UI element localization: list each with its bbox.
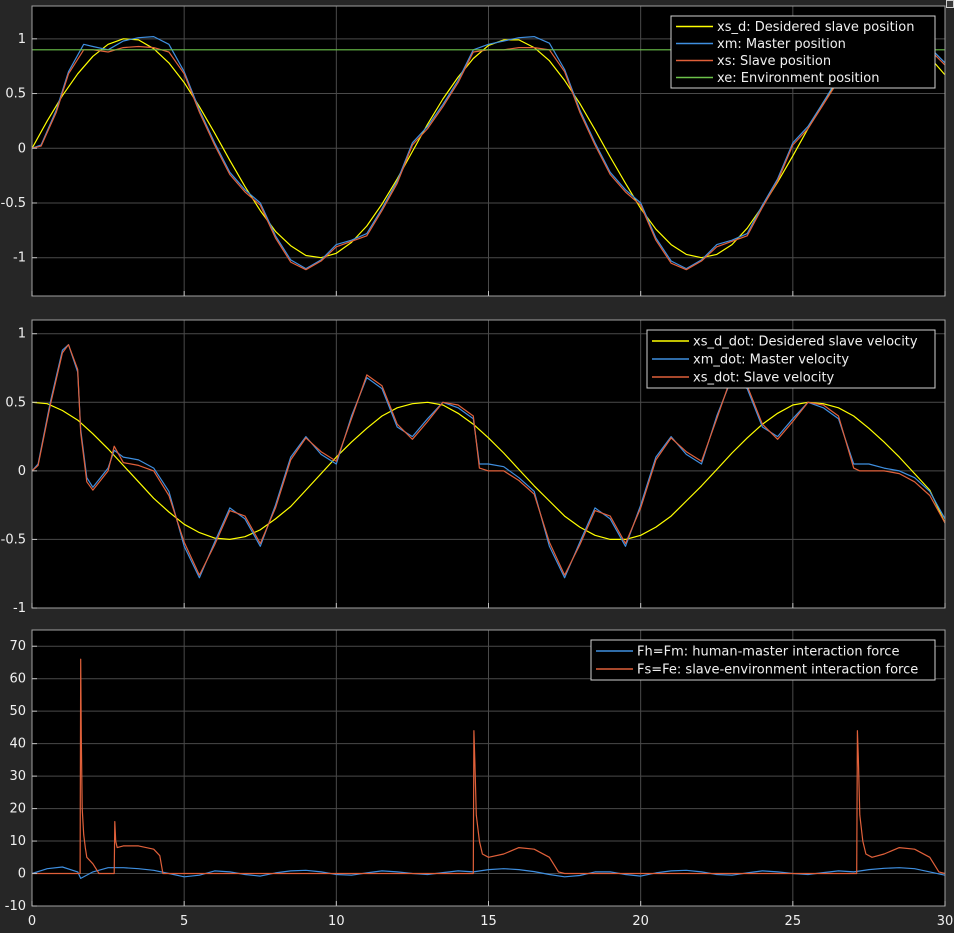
y-tick-label: -0.5: [1, 196, 26, 211]
y-tick-label: 0: [18, 141, 26, 156]
y-tick-label: 40: [9, 737, 26, 752]
figure-undock-icon[interactable]: [946, 0, 954, 8]
x-tick-label: 25: [785, 914, 802, 929]
x-tick-label: 0: [28, 914, 36, 929]
legend-entry-label: xs: Slave position: [717, 54, 831, 69]
legend-entry-label: xs_d_dot: Desidered slave velocity: [693, 335, 918, 350]
legend[interactable]: xs_d: Desidered slave position xm: Master…: [670, 15, 936, 89]
series-line-2: [32, 344, 945, 579]
series-line-1: [32, 38, 945, 259]
y-tick-label: -10: [5, 899, 26, 914]
series-group: [32, 658, 945, 880]
y-tick-label: 0.5: [5, 87, 26, 102]
subplot-1: -1 -0.5 0 0.5 1 xs_d: Desidered slave positio…: [1, 5, 946, 297]
y-tick-label: 0: [18, 867, 26, 882]
y-tick-label: 60: [9, 672, 26, 687]
legend[interactable]: xs_d_dot: Desidered slave velocity xm_dot…: [646, 329, 936, 389]
x-tick-label: 20: [632, 914, 649, 929]
legend-entry-label: xm: Master position: [717, 37, 846, 52]
x-tick-label: 30: [937, 914, 954, 929]
legend-box: [670, 15, 936, 89]
series-line-1: [32, 401, 945, 541]
series-line-3: [32, 344, 945, 576]
legend-entry-label: xe: Environment position: [717, 71, 879, 86]
y-tick-label: 30: [9, 769, 26, 784]
y-tick-label: 0: [18, 464, 26, 479]
legend-entry-label: xs_d: Desidered slave position: [717, 20, 914, 35]
series-line-2: [32, 658, 945, 875]
legend-entry-label: xs_dot: Slave velocity: [693, 371, 835, 386]
subplot-2: -1 -0.5 0 0.5 1 xs_d_dot: Desidered slave vel…: [1, 319, 946, 616]
legend-entry-label: Fs=Fe: slave-environment interaction for…: [637, 663, 918, 678]
series-line-3: [32, 45, 945, 271]
y-tick-label: 1: [18, 32, 26, 47]
legend-box: [590, 639, 936, 681]
y-tick-label: -1: [13, 251, 26, 266]
y-tick-label: 70: [9, 639, 26, 654]
series-line-2: [32, 35, 945, 270]
y-tick-label: 10: [9, 834, 26, 849]
legend-entry-label: xm_dot: Master velocity: [693, 353, 849, 368]
y-tick-label: 1: [18, 327, 26, 342]
legend-entry-label: Fh=Fm: human-master interaction force: [637, 645, 899, 660]
legend[interactable]: Fh=Fm: human-master interaction force Fs=…: [590, 639, 936, 681]
y-tick-label: 20: [9, 802, 26, 817]
y-tick-label: 0.5: [5, 395, 26, 410]
y-tick-label: 50: [9, 704, 26, 719]
x-tick-label: 5: [180, 914, 188, 929]
legend-box: [646, 329, 936, 389]
series-group: [32, 344, 945, 579]
y-tick-label: -1: [13, 601, 26, 616]
x-tick-label: 10: [328, 914, 345, 929]
x-tick-label: 15: [480, 914, 497, 929]
y-tick-label: -0.5: [1, 532, 26, 547]
